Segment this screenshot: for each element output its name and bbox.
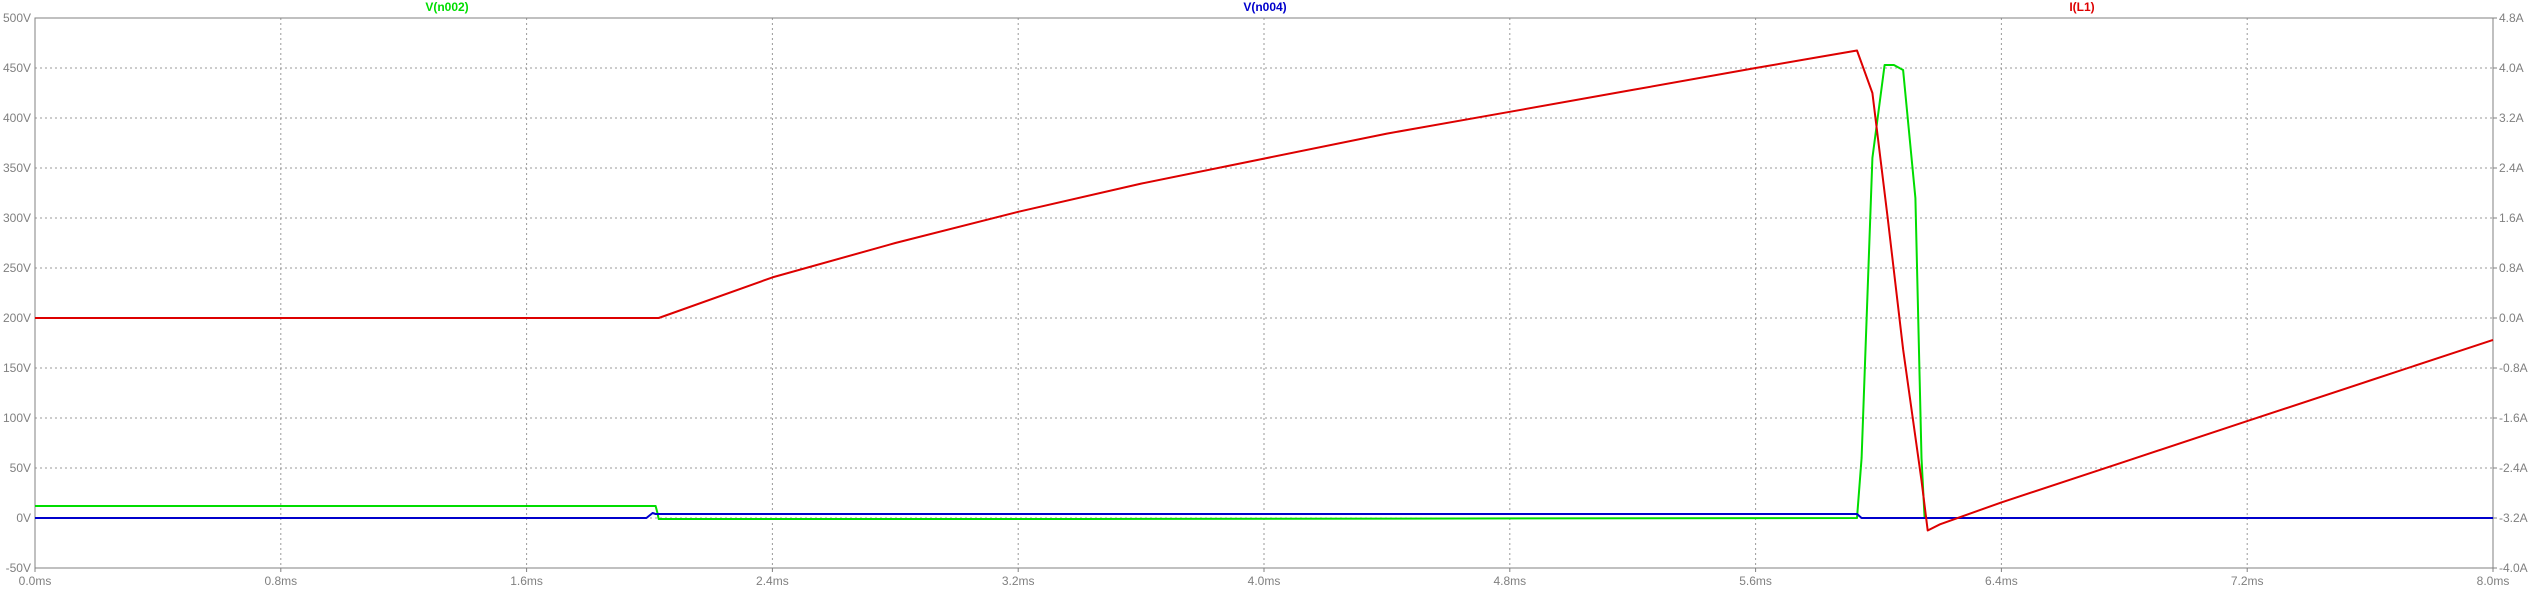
right-axis-tick-label: -0.8A xyxy=(2499,361,2528,375)
right-axis-tick-label: 1.6A xyxy=(2499,211,2524,225)
series-line-vn004[interactable] xyxy=(35,512,2493,519)
left-axis-tick-label: 100V xyxy=(3,411,31,425)
x-tick-label: 4.8ms xyxy=(1493,574,1526,588)
left-axis-tick-label: 200V xyxy=(3,311,31,325)
right-axis-tick-label: 4.0A xyxy=(2499,61,2524,75)
left-axis-tick-label: 50V xyxy=(10,461,31,475)
right-axis-tick-label: -1.6A xyxy=(2499,411,2528,425)
x-tick-label: 6.4ms xyxy=(1985,574,2018,588)
left-axis-tick-label: 500V xyxy=(3,11,31,25)
x-tick-label: 4.0ms xyxy=(1248,574,1281,588)
left-axis-tick-label: -50V xyxy=(6,561,31,575)
grid-lines xyxy=(35,18,2493,568)
right-axis-tick-label: -2.4A xyxy=(2499,461,2528,475)
right-axis-tick-label: 0.8A xyxy=(2499,261,2524,275)
left-axis-tick-label: 150V xyxy=(3,361,31,375)
left-axis-tick-label: 300V xyxy=(3,211,31,225)
x-tick-label: 1.6ms xyxy=(510,574,543,588)
x-tick-label: 2.4ms xyxy=(756,574,789,588)
x-tick-label: 0.0ms xyxy=(19,574,52,588)
x-tick-label: 5.6ms xyxy=(1739,574,1772,588)
right-axis-tick-label: -4.0A xyxy=(2499,561,2528,575)
series-line-il1[interactable] xyxy=(35,49,2494,532)
legend-label-vn004[interactable]: V(n004) xyxy=(1243,0,1286,14)
x-tick-label: 3.2ms xyxy=(1002,574,1035,588)
left-axis-tick-labels: 500V 450V 400V 350V 300V 250V 200V 150V 100V 50V 0… xyxy=(3,11,31,575)
legend-label-vn002[interactable]: V(n002) xyxy=(425,0,468,14)
left-axis-tick-label: 250V xyxy=(3,261,31,275)
right-axis-tick-label: -3.2A xyxy=(2499,511,2528,525)
left-axis-tick-label: 450V xyxy=(3,61,31,75)
x-tick-label: 8.0ms xyxy=(2477,574,2510,588)
right-axis-tick-labels: 4.8A 4.0A 3.2A 2.4A 1.6A 0.8A 0.0A -0.8A -1.6A -2… xyxy=(2493,11,2528,575)
right-axis-tick-label: 0.0A xyxy=(2499,311,2524,325)
x-tick-label: 0.8ms xyxy=(264,574,297,588)
legend-label-il1[interactable]: I(L1) xyxy=(2069,0,2094,14)
right-axis-tick-label: 4.8A xyxy=(2499,11,2524,25)
left-axis-tick-label: 400V xyxy=(3,111,31,125)
right-axis-tick-label: 2.4A xyxy=(2499,161,2524,175)
x-tick-label: 7.2ms xyxy=(2231,574,2264,588)
left-axis-tick-label: 350V xyxy=(3,161,31,175)
series-lines xyxy=(35,49,2494,532)
left-axis-tick-label: 0V xyxy=(16,511,31,525)
legend: V(n002) V(n004) I(L1) xyxy=(425,0,2094,14)
right-axis-tick-label: 3.2A xyxy=(2499,111,2524,125)
x-axis-tick-labels: 0.0ms 0.8ms 1.6ms 2.4ms 3.2ms 4.0ms 4.8ms 5.6ms… xyxy=(19,568,2510,588)
